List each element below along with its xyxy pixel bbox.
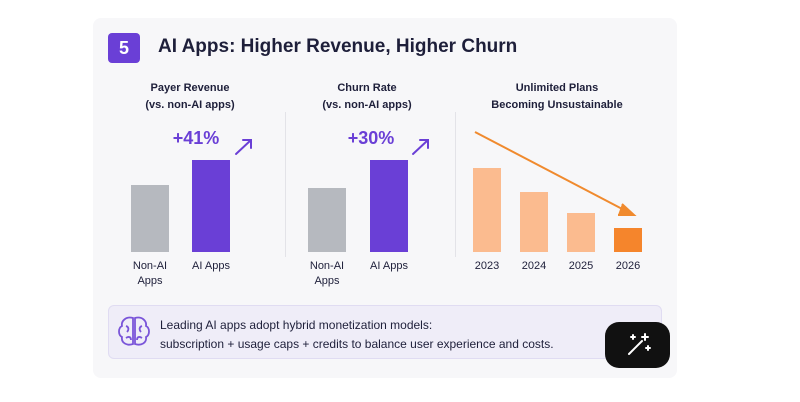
annotation: +30% (347, 128, 395, 148)
category-label: 2026 (615, 260, 641, 272)
bar (614, 228, 642, 252)
footer-line: Leading AI apps adopt hybrid monetizatio… (160, 318, 433, 332)
panel-title: Churn Rate (337, 82, 397, 94)
category-label: 2023 (474, 260, 500, 272)
bar (192, 160, 230, 252)
panel-title: Unlimited Plans (515, 82, 599, 94)
divider (455, 112, 456, 257)
title: AI Apps: Higher Revenue, Higher Churn (158, 36, 518, 57)
panel-subtitle: Becoming Unsustainable (491, 99, 623, 111)
panel-subtitle: (vs. non-AI apps) (322, 99, 412, 111)
magic-icon (628, 333, 651, 355)
panel-subtitle: (vs. non-AI apps) (145, 99, 235, 111)
divider (285, 112, 286, 257)
brain-icon (118, 316, 150, 346)
bar (520, 192, 548, 252)
panel-title: Payer Revenue (150, 82, 230, 94)
annotation: +41% (172, 128, 220, 148)
bar (370, 160, 408, 252)
up-arrow (412, 139, 429, 155)
bar (473, 168, 501, 252)
category-label: Non-AI Apps (132, 260, 168, 287)
badge: 5 (108, 33, 140, 63)
category-label: 2024 (521, 260, 547, 272)
category-label: AI Apps (192, 260, 230, 272)
bar (308, 188, 346, 252)
category-label: 2025 (568, 260, 594, 272)
bar (567, 213, 595, 252)
trend-arrow-head (618, 203, 637, 216)
footer-box (108, 305, 662, 359)
footer-line: subscription + usage caps + credits to b… (160, 337, 554, 351)
magic-button[interactable] (605, 322, 670, 368)
category-label: AI Apps (370, 260, 408, 272)
trend-arrow (474, 131, 629, 213)
bar (131, 185, 169, 252)
up-arrow (235, 139, 252, 155)
category-label: Non-AI Apps (309, 260, 345, 287)
